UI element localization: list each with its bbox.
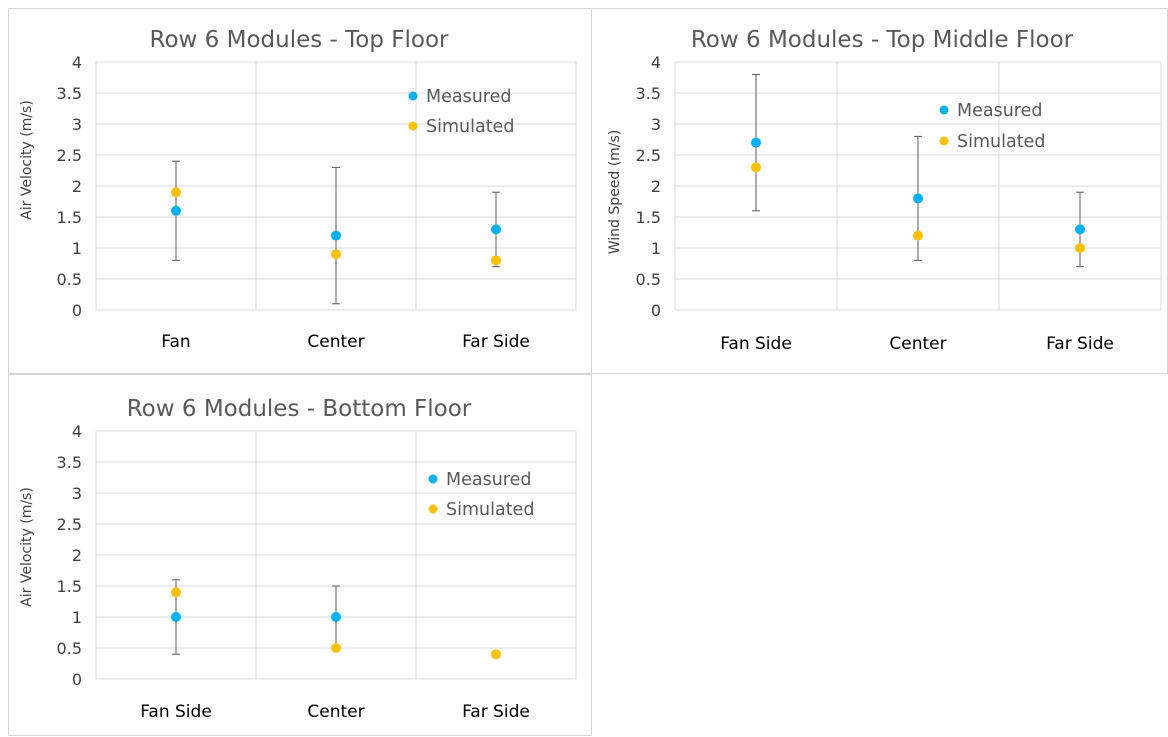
y-tick-label: 3.5 (57, 84, 82, 103)
y-tick-label: 3.5 (57, 453, 82, 472)
y-tick-label: 0.5 (57, 270, 82, 289)
y-tick-label: 2.5 (57, 146, 82, 165)
legend-label-simulated: Simulated (446, 500, 534, 520)
y-tick-label: 2.5 (636, 146, 661, 165)
y-tick-label: 1 (72, 239, 82, 258)
measured-point (171, 612, 181, 622)
chart-title: Row 6 Modules - Top Floor (150, 27, 450, 53)
y-tick-label: 0 (72, 670, 82, 689)
legend-marker-measured (939, 105, 949, 115)
simulated-point (171, 587, 181, 598)
y-tick-label: 4 (651, 53, 661, 72)
x-category-label: Far Side (462, 702, 530, 722)
legend-label-measured: Measured (446, 470, 531, 490)
legend-marker-simulated (939, 136, 949, 146)
measured-point (171, 205, 181, 216)
y-tick-label: 2.5 (57, 515, 82, 534)
chart-title: Row 6 Modules - Top Middle Floor (691, 27, 1074, 53)
legend-label-simulated: Simulated (426, 117, 514, 137)
y-tick-label: 2 (72, 546, 82, 565)
x-category-label: Center (889, 334, 946, 354)
y-tick-label: 0 (651, 301, 661, 320)
y-tick-label: 4 (72, 53, 82, 72)
chart-panel-top-floor: 0 0.5 1 1.5 2 2.5 3 3.5 4 Row 6 Modules - Top Flo… (8, 8, 592, 374)
legend-label-measured: Measured (426, 87, 511, 107)
y-tick-label: 3.5 (636, 84, 661, 103)
legend-marker-simulated (428, 504, 438, 514)
chart-title: Row 6 Modules - Bottom Floor (127, 396, 472, 422)
y-tick-label: 3 (651, 115, 661, 134)
measured-point (331, 612, 341, 622)
y-axis-label: Wind Speed (m/s) (607, 130, 623, 255)
y-tick-label: 2 (72, 177, 82, 196)
x-category-label: Fan (161, 332, 190, 352)
simulated-point (491, 649, 501, 660)
y-axis-label: Air Velocity (m/s) (19, 100, 35, 220)
x-category-label: Fan Side (140, 702, 212, 722)
x-category-label: Far Side (1046, 334, 1114, 354)
legend-label-measured: Measured (957, 101, 1042, 121)
y-tick-label: 3 (72, 115, 82, 134)
y-tick-label: 1.5 (57, 577, 82, 596)
legend-label-simulated: Simulated (957, 132, 1045, 152)
simulated-point (171, 187, 181, 198)
chart-panel-top-middle-floor: 0 0.5 1 1.5 2 2.5 3 3.5 4 Row 6 Modules - Top Mid… (591, 8, 1168, 374)
measured-point (913, 193, 923, 204)
chart-top-floor: 0 0.5 1 1.5 2 2.5 3 3.5 4 Row 6 Modules - Top Flo… (19, 27, 577, 352)
y-tick-label: 0 (72, 301, 82, 320)
y-tick-label: 2 (651, 177, 661, 196)
x-category-label: Center (307, 332, 364, 352)
y-tick-label: 0.5 (636, 270, 661, 289)
y-tick-label: 4 (72, 422, 82, 441)
y-tick-label: 1 (651, 239, 661, 258)
y-tick-label: 1 (72, 608, 82, 627)
y-tick-label: 0.5 (57, 639, 82, 658)
legend-marker-measured (408, 91, 418, 101)
chart-top-middle-floor: 0 0.5 1 1.5 2 2.5 3 3.5 4 Row 6 Modules - Top Mid… (607, 27, 1162, 354)
measured-point (491, 224, 501, 235)
measured-point (751, 137, 761, 148)
legend-marker-simulated (408, 121, 418, 131)
simulated-point (491, 255, 501, 266)
x-category-label: Fan Side (720, 334, 792, 354)
legend-marker-measured (428, 474, 438, 484)
y-tick-label: 1.5 (57, 208, 82, 227)
simulated-point (1075, 243, 1085, 253)
y-tick-label: 1.5 (636, 208, 661, 227)
x-category-label: Far Side (462, 332, 530, 352)
chart-bottom-floor: 0 0.5 1 1.5 2 2.5 3 3.5 4 Row 6 Modules - Bottom … (19, 396, 577, 722)
measured-point (331, 230, 341, 241)
y-axis-label: Air Velocity (m/s) (19, 487, 35, 607)
measured-point (1075, 224, 1085, 235)
simulated-point (331, 249, 341, 260)
chart-panel-bottom-floor: 0 0.5 1 1.5 2 2.5 3 3.5 4 Row 6 Modules - Bottom … (8, 374, 592, 736)
simulated-point (331, 643, 341, 653)
x-category-label: Center (307, 702, 364, 722)
y-tick-label: 3 (72, 484, 82, 503)
simulated-point (751, 162, 761, 173)
simulated-point (913, 230, 923, 241)
